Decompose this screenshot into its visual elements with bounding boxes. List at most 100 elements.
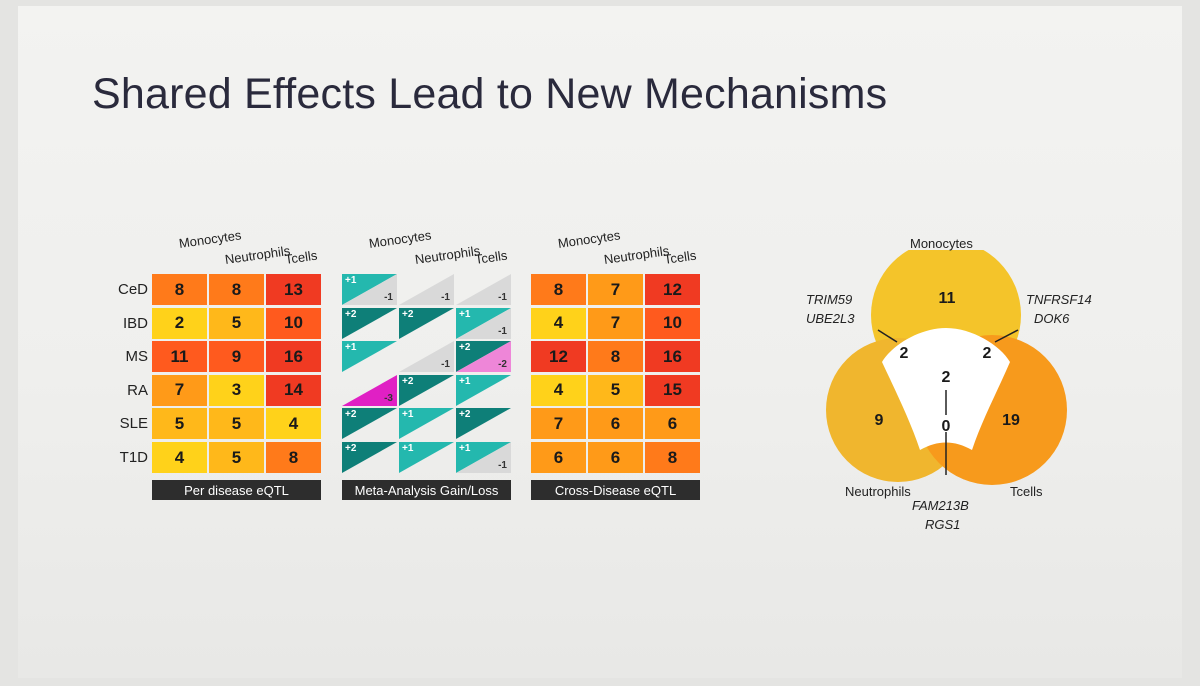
cross_disease-cell: 6 xyxy=(588,442,643,473)
gain-label: +2 xyxy=(345,443,357,454)
gene-ube2l3: UBE2L3 xyxy=(806,311,855,326)
per_disease-cell: 3 xyxy=(209,374,264,406)
cross_disease-cell: 7 xyxy=(588,307,643,339)
cross_disease-cell: 5 xyxy=(588,374,643,406)
gain-label: +1 xyxy=(345,275,357,286)
meta-analysis-cell: -1 xyxy=(399,274,454,305)
gene-fam213b: FAM213B xyxy=(912,498,969,513)
per_disease-cell: 4 xyxy=(152,442,207,473)
loss-label: -1 xyxy=(441,292,450,303)
meta-analysis-cell: +2 xyxy=(399,374,454,406)
gene-tnfrsf14: TNFRSF14 xyxy=(1026,292,1092,307)
gain-label: +1 xyxy=(345,342,357,354)
gain-triangle xyxy=(399,374,454,406)
gain-label: +1 xyxy=(402,409,414,421)
loss-triangle xyxy=(456,341,511,373)
venn-leader-right xyxy=(994,329,1019,343)
gene-rgs1: RGS1 xyxy=(925,517,961,532)
cross_disease-cell: 7 xyxy=(588,274,643,305)
gene-dok6: DOK6 xyxy=(1034,311,1070,326)
venn-diagram xyxy=(826,250,1067,485)
gain-label: +2 xyxy=(459,342,471,354)
per_disease-cell: 5 xyxy=(209,408,264,440)
cross_disease-cell: 12 xyxy=(645,274,700,305)
meta-analysis-cell: +2 xyxy=(342,442,397,473)
cross_disease-cell: 6 xyxy=(531,442,586,473)
venn-mono-neut-count: 2 xyxy=(899,345,909,362)
meta-analysis-cell: +1 -1 xyxy=(456,442,511,473)
venn-tcells-label: Tcells xyxy=(1010,484,1043,499)
cross_disease-cell: 4 xyxy=(531,307,586,339)
loss-label: -1 xyxy=(498,325,507,337)
gain-triangle xyxy=(456,408,511,440)
loss-label: -1 xyxy=(498,460,507,471)
per_disease-cell: 8 xyxy=(152,274,207,305)
meta-analysis-cell: +1 xyxy=(399,442,454,473)
loss-triangle xyxy=(342,374,397,406)
cross_disease-cell: 8 xyxy=(531,274,586,305)
loss-triangle xyxy=(399,274,454,305)
meta-analysis-cell: +2 xyxy=(342,408,397,440)
cross_disease-cell: 12 xyxy=(531,341,586,373)
venn-leader-left xyxy=(877,329,898,343)
meta-analysis-cell: -1 xyxy=(456,274,511,305)
meta-analysis-cell: +1 -1 xyxy=(456,307,511,339)
row-label-4: SLE xyxy=(119,415,148,433)
meta-analysis-cell: +2 xyxy=(342,307,397,339)
gain-triangle xyxy=(456,374,511,406)
cross_disease-cell: 6 xyxy=(588,408,643,440)
row-label-2: MS xyxy=(125,348,149,366)
per_disease-cell: 5 xyxy=(209,442,264,473)
per_disease-cell: 7 xyxy=(152,374,207,406)
meta-analysis-caption: Meta-Analysis Gain/Loss xyxy=(342,480,511,500)
cross-disease-caption: Cross-Disease eQTL xyxy=(531,480,700,500)
loss-label: -3 xyxy=(384,392,393,404)
venn-neutrophils-label: Neutrophils xyxy=(845,484,911,499)
loss-triangle xyxy=(399,341,454,373)
loss-triangle xyxy=(456,274,511,305)
gain-triangle xyxy=(399,442,454,473)
loss-label: -1 xyxy=(498,292,507,303)
meta-analysis-cell: +2 xyxy=(399,307,454,339)
loss-triangle xyxy=(456,442,511,473)
row-label-3: RA xyxy=(127,381,148,399)
venn-monocytes-label: Monocytes xyxy=(910,236,973,251)
gain-triangle xyxy=(342,307,397,339)
per_disease-cell: 14 xyxy=(266,374,321,406)
meta-analysis-cell: +1 -1 xyxy=(342,274,397,305)
venn-mono-tcell-count: 2 xyxy=(982,345,992,362)
gain-triangle xyxy=(399,307,454,339)
per_disease-cell: 11 xyxy=(152,341,207,373)
per_disease-cell: 8 xyxy=(209,274,264,305)
venn-monocytes-only: 11 xyxy=(938,290,956,307)
venn-neutrophils-only: 9 xyxy=(874,412,884,429)
loss-triangle xyxy=(342,274,397,305)
meta-analysis-cell: +2 -2 xyxy=(456,341,511,373)
per_disease-cell: 4 xyxy=(266,408,321,440)
slide-title: Shared Effects Lead to New Mechanisms xyxy=(92,70,888,118)
per-disease-caption: Per disease eQTL xyxy=(152,480,321,500)
loss-label: -1 xyxy=(441,359,450,371)
cross_disease-cell: 7 xyxy=(531,408,586,440)
cross_disease-cell: 4 xyxy=(531,374,586,406)
cross_disease-cell: 6 xyxy=(645,408,700,440)
cross_disease-cell: 15 xyxy=(645,374,700,406)
row-label-5: T1D xyxy=(119,449,148,466)
per_disease-cell: 5 xyxy=(209,307,264,339)
per_disease-cell: 2 xyxy=(152,307,207,339)
gain-triangle xyxy=(399,408,454,440)
per_disease-cell: 13 xyxy=(266,274,321,305)
gain-label: +2 xyxy=(345,409,357,421)
venn-neut-tcell-count: 0 xyxy=(941,418,951,435)
meta-analysis-cell: +1 xyxy=(342,341,397,373)
per_disease-cell: 9 xyxy=(209,341,264,373)
cross_disease-cell: 8 xyxy=(645,442,700,473)
cross_disease-cell: 8 xyxy=(588,341,643,373)
gain-label: +1 xyxy=(459,375,471,387)
gain-label: +1 xyxy=(459,308,471,320)
per_disease-cell: 5 xyxy=(152,408,207,440)
gain-label: +1 xyxy=(402,443,414,454)
gain-label: +2 xyxy=(345,308,357,320)
gain-label: +1 xyxy=(459,443,471,454)
row-label-0: CeD xyxy=(117,281,148,298)
